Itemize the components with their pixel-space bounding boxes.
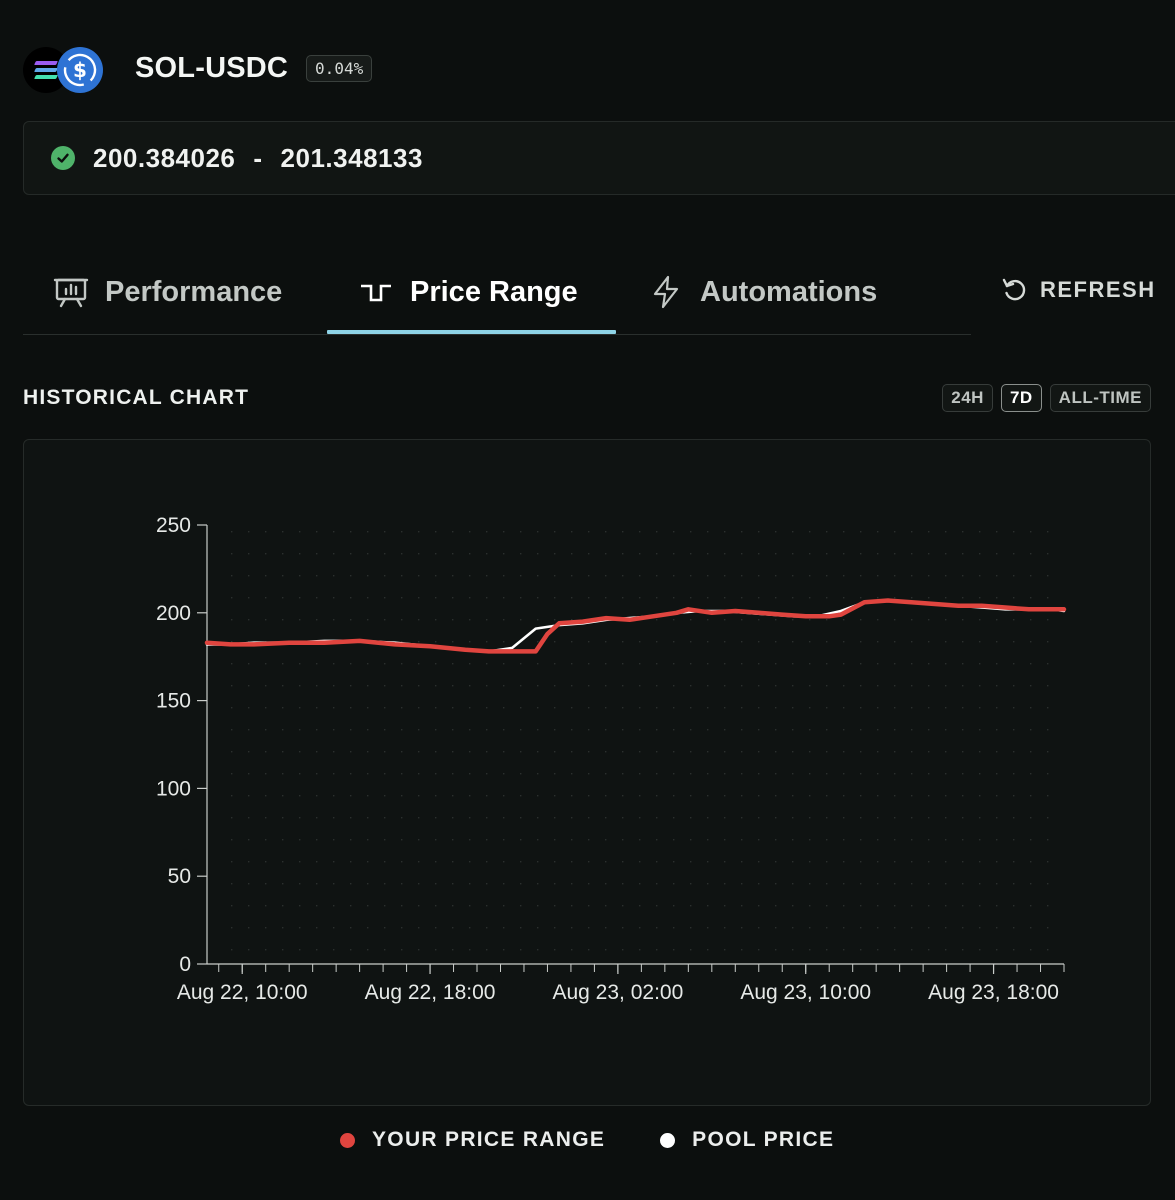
y-tick-label: 150 [156,690,191,713]
active-tab-indicator [327,330,616,334]
range-lower-price: 200.384026 [93,142,236,173]
y-tick-label: 250 [156,514,191,537]
legend-your-price-range: YOUR PRICE RANGE [340,1128,605,1152]
svg-text:$: $ [73,58,87,82]
tab-performance[interactable]: Performance [53,250,282,334]
chart-legend: YOUR PRICE RANGE POOL PRICE [340,1128,834,1152]
chart-grid [231,531,1049,951]
tab-price-range[interactable]: Price Range [358,250,578,334]
tab-automations[interactable]: Automations [648,250,877,334]
tab-price-range-label: Price Range [410,275,578,308]
refresh-label: REFRESH [1040,277,1156,302]
series-line-your-price-range [204,598,1067,654]
y-tick-label: 200 [156,602,191,625]
range-separator: - [253,142,263,173]
historical-chart-title: HISTORICAL CHART [23,386,250,409]
step-line-icon [361,284,391,302]
legend-dot-pool-price [660,1132,676,1148]
x-tick-label: Aug 23, 02:00 [552,981,683,1004]
refresh-icon [1002,278,1026,301]
period-7d-button[interactable]: 7D [1000,384,1042,412]
period-24h-button[interactable]: 24H [942,384,993,412]
period-all-time-button[interactable]: ALL-TIME [1049,384,1151,412]
presentation-chart-icon [53,278,89,308]
range-upper-price: 201.348133 [280,142,423,173]
legend-your-price-range-label: YOUR PRICE RANGE [372,1128,606,1151]
legend-pool-price-label: POOL PRICE [692,1128,835,1151]
legend-pool-price: POOL PRICE [660,1128,834,1152]
period-selector: 24H 7D ALL-TIME [942,384,1151,412]
tab-automations-label: Automations [700,275,878,308]
y-tick-label: 0 [179,953,191,976]
x-tick-label: Aug 23, 10:00 [740,981,871,1004]
legend-dot-your-range [340,1132,355,1148]
pair-header: $ SOL-USDC 0.04% [23,40,373,96]
pair-name: SOL-USDC [135,51,289,84]
lightning-icon [653,275,679,309]
token-pair-icons: $ [23,43,105,93]
tab-bar: Performance Price Range Automations [23,250,971,335]
usdc-token-icon: $ [57,47,103,93]
fee-tier-badge: 0.04% [306,54,373,82]
tab-performance-label: Performance [105,275,283,308]
historical-price-chart: 0 50 100 150 200 250 Aug 22, 10:00 Aug 22, 18:0… [156,514,1067,1004]
chart-panel: 0 50 100 150 200 250 Aug 22, 10:00 Aug 22, 18:0… [23,439,1151,1106]
y-tick-label: 50 [168,865,191,888]
refresh-button[interactable]: REFRESH [1000,270,1156,310]
x-tick-label: Aug 22, 10:00 [177,981,308,1004]
price-range-summary: 200.384026 - 201.348133 [23,121,1175,195]
x-tick-label: Aug 23, 18:00 [928,981,1059,1004]
y-tick-label: 100 [156,777,191,800]
x-tick-label: Aug 22, 18:00 [365,981,496,1004]
check-circle-icon [51,146,75,170]
